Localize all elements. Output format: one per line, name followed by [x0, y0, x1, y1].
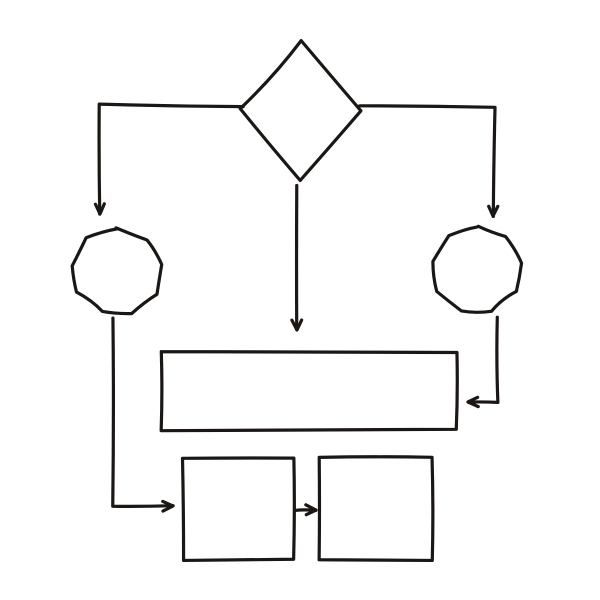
- arrows-group: [95, 104, 497, 515]
- node-rect-small-right: [319, 457, 433, 561]
- edge-left-circle-to-small-rect: [113, 318, 173, 506]
- node-circle-right: [433, 226, 522, 312]
- node-circle-left: [72, 228, 162, 314]
- edge-diamond-to-right-circle: [360, 106, 495, 217]
- flowchart-canvas: [0, 0, 600, 600]
- node-rect-small-left: [183, 458, 295, 560]
- edge-diamond-to-left-circle: [99, 104, 243, 214]
- node-decision: [240, 41, 361, 181]
- node-rect-wide: [161, 352, 457, 431]
- edge-right-circle-to-wide-rect: [468, 317, 498, 402]
